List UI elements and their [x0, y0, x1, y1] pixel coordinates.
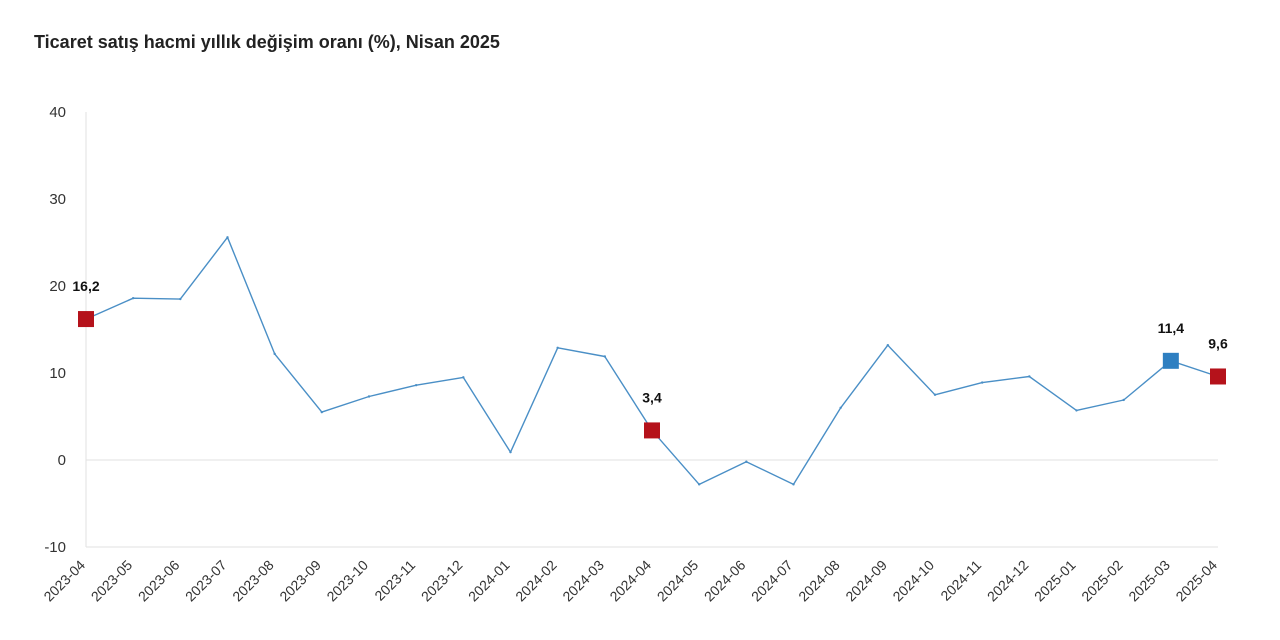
- x-tick-label: 2025-04: [1172, 557, 1220, 605]
- highlight-marker: [644, 422, 660, 439]
- x-tick-label: 2025-02: [1078, 557, 1126, 605]
- x-tick-label: 2025-03: [1125, 557, 1173, 605]
- x-tick-label: 2024-12: [984, 557, 1032, 605]
- data-point: [556, 346, 559, 349]
- data-point: [462, 376, 465, 379]
- data-point: [179, 297, 182, 301]
- data-label: 3,4: [642, 389, 662, 405]
- x-tick-label: 2024-10: [889, 557, 937, 605]
- y-tick-label: -10: [44, 539, 66, 556]
- highlight-marker: [78, 311, 94, 328]
- data-point: [697, 483, 701, 486]
- data-point: [1028, 375, 1031, 378]
- x-tick-label: 2023-09: [276, 557, 324, 605]
- y-tick-label: 10: [49, 365, 66, 382]
- highlight-marker: [1162, 352, 1179, 369]
- data-point: [792, 483, 795, 486]
- x-tick-label: 2023-04: [40, 557, 88, 605]
- data-point: [414, 383, 418, 387]
- x-tick-label: 2024-02: [512, 557, 560, 605]
- x-tick-label: 2024-01: [465, 557, 513, 605]
- x-axis: 2023-04 2023-05 2023-06 2023-07 2023-08 2023-…: [40, 546, 1220, 605]
- data-point: [603, 355, 607, 358]
- y-tick-label: 40: [49, 104, 66, 121]
- x-tick-label: 2024-08: [795, 557, 843, 605]
- data-point: [745, 460, 748, 463]
- x-tick-label: 2023-05: [88, 557, 136, 605]
- x-tick-label: 2024-07: [748, 557, 796, 605]
- x-tick-label: 2023-06: [135, 557, 183, 605]
- y-axis: -10 0 10 20 30 40: [44, 104, 1218, 556]
- series-line: [84, 236, 1220, 486]
- x-tick-label: 2023-11: [371, 557, 418, 604]
- data-point: [273, 352, 276, 356]
- x-tick-label: 2024-11: [937, 557, 984, 604]
- data-point: [1075, 409, 1078, 412]
- data-point: [367, 395, 371, 398]
- data-label: 11,4: [1158, 320, 1185, 336]
- data-point: [980, 381, 984, 384]
- x-tick-label: 2023-10: [323, 557, 371, 605]
- y-tick-label: 20: [49, 278, 66, 295]
- chart-title: Ticaret satış hacmi yıllık değişim oranı…: [34, 32, 500, 52]
- data-point: [320, 410, 324, 414]
- y-tick-label: 30: [49, 191, 66, 208]
- data-point: [886, 343, 890, 347]
- x-tick-label: 2024-04: [606, 557, 654, 605]
- highlight-marker: [1210, 368, 1226, 385]
- data-label: 9,6: [1208, 335, 1228, 351]
- x-tick-label: 2023-07: [182, 557, 230, 605]
- data-point: [933, 393, 937, 396]
- data-point: [509, 450, 512, 454]
- data-point: [226, 236, 229, 239]
- data-point: [1122, 398, 1125, 402]
- data-label: 16,2: [72, 278, 99, 294]
- data-point: [131, 296, 135, 300]
- data-point: [839, 406, 842, 409]
- x-tick-label: 2024-09: [842, 557, 890, 605]
- x-tick-label: 2024-05: [654, 557, 702, 605]
- x-tick-label: 2024-03: [559, 557, 607, 605]
- series-polyline: [85, 236, 1219, 486]
- x-tick-label: 2023-08: [229, 557, 277, 605]
- x-tick-label: 2023-12: [418, 557, 466, 605]
- x-tick-label: 2024-06: [701, 557, 749, 605]
- highlight-markers: 16,2 3,4 11,4 9,6: [72, 278, 1228, 439]
- y-tick-label: 0: [58, 452, 66, 469]
- x-tick-label: 2025-01: [1031, 557, 1079, 605]
